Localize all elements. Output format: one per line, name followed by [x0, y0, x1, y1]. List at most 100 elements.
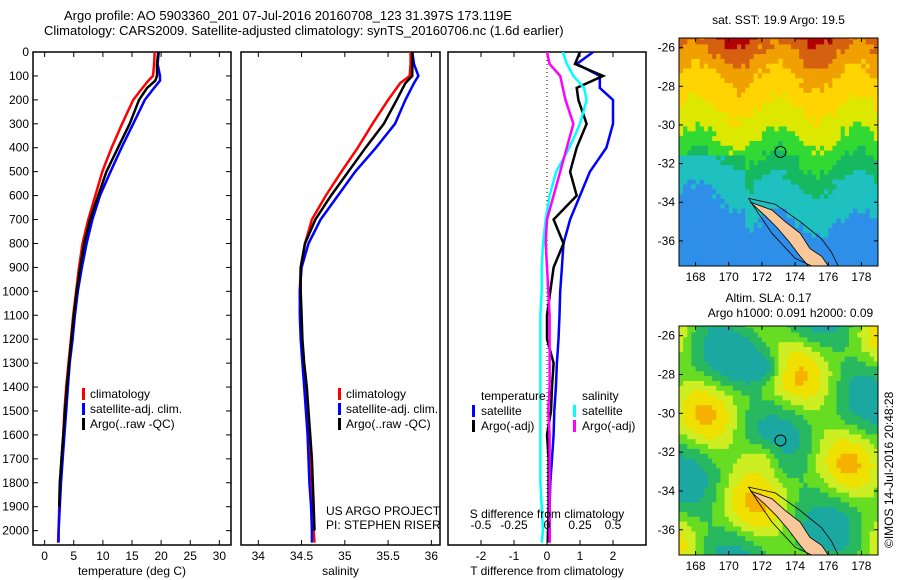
heatmap-cell	[815, 336, 821, 343]
heatmap-cell	[869, 193, 875, 199]
heatmap-cell	[778, 375, 784, 381]
heatmap-cell	[703, 327, 709, 333]
heatmap-cell	[766, 467, 771, 474]
heatmap-cell	[828, 212, 833, 219]
land-new-zealand	[750, 490, 829, 555]
heatmap-cell	[741, 246, 746, 253]
heatmap-cell	[865, 237, 871, 243]
heatmap-cell	[849, 125, 854, 132]
heatmap-cell	[703, 458, 709, 464]
heatmap-cell	[865, 227, 871, 233]
y-tick-label: 900	[9, 260, 29, 274]
heatmap-cell	[749, 409, 755, 415]
heatmap-cell	[761, 394, 767, 401]
heatmap-cell	[766, 540, 771, 546]
heatmap-cell	[849, 453, 854, 459]
heatmap-cell	[770, 467, 775, 474]
heatmap-cell	[873, 159, 878, 166]
heatmap-cell	[732, 443, 738, 449]
heatmap-cell	[778, 360, 784, 367]
heatmap-cell	[712, 256, 717, 262]
heatmap-cell	[832, 48, 838, 54]
heatmap-cell	[865, 419, 871, 425]
heatmap-cell	[728, 380, 734, 386]
heatmap-cell	[691, 458, 697, 464]
heatmap-cell	[691, 506, 697, 512]
heatmap-cell	[724, 72, 730, 79]
heatmap-cell	[803, 399, 809, 406]
heatmap-cell	[795, 443, 800, 449]
heatmap-cell	[790, 550, 796, 555]
heatmap-cell	[865, 87, 871, 93]
heatmap-cell	[749, 203, 755, 209]
heatmap-cell	[828, 428, 833, 435]
heatmap-cell	[778, 140, 784, 146]
heatmap-cell	[720, 380, 726, 386]
heatmap-cell	[861, 63, 867, 69]
heatmap-cell	[712, 159, 717, 166]
heatmap-cell	[720, 174, 726, 180]
heatmap-cell	[749, 116, 755, 122]
heatmap-cell	[691, 82, 697, 88]
heatmap-cell	[687, 198, 692, 204]
heatmap-cell	[786, 535, 792, 542]
heatmap-cell	[766, 458, 771, 464]
heatmap-cell	[745, 232, 750, 238]
heatmap-cell	[703, 92, 709, 98]
heatmap-cell	[753, 77, 759, 83]
heatmap-cell	[774, 443, 780, 449]
heatmap-cell	[836, 39, 842, 45]
heatmap-cell	[828, 125, 833, 132]
heatmap-cell	[716, 159, 721, 166]
heatmap-cell	[832, 159, 838, 166]
heatmap-cell	[766, 77, 771, 83]
heatmap-cell	[687, 530, 692, 537]
heatmap-cell	[861, 501, 867, 508]
heatmap-cell	[799, 394, 804, 401]
heatmap-cell	[811, 525, 817, 532]
heatmap-cell	[857, 506, 862, 512]
heatmap-cell	[757, 390, 763, 396]
heatmap-cell	[757, 92, 763, 98]
heatmap-cell	[844, 409, 850, 415]
heatmap-cell	[815, 208, 821, 214]
heatmap-cell	[774, 111, 780, 117]
heatmap-cell	[679, 511, 684, 517]
heatmap-cell	[795, 63, 800, 69]
heatmap-cell	[778, 496, 784, 503]
heatmap-cell	[766, 159, 771, 166]
heatmap-cell	[807, 179, 813, 185]
heatmap-cell	[778, 121, 784, 127]
heatmap-cell	[741, 540, 746, 546]
heatmap-cell	[820, 246, 825, 253]
heatmap-cell	[699, 169, 705, 175]
heatmap-cell	[840, 116, 846, 122]
heatmap-cell	[774, 356, 780, 362]
heatmap-cell	[786, 351, 792, 357]
heatmap-cell	[757, 535, 763, 542]
heatmap-cell	[724, 92, 730, 98]
heatmap-cell	[724, 67, 730, 74]
heatmap-cell	[849, 521, 854, 527]
heatmap-cell	[815, 82, 821, 88]
heatmap-cell	[782, 125, 788, 132]
heatmap-cell	[869, 448, 875, 454]
heatmap-cell	[832, 419, 838, 425]
heatmap-cell	[811, 111, 817, 117]
heatmap-cell	[683, 212, 688, 219]
heatmap-cell	[836, 506, 842, 512]
heatmap-cell	[757, 428, 763, 435]
heatmap-cell	[782, 150, 788, 156]
heatmap-cell	[828, 164, 833, 170]
heatmap-cell	[774, 380, 780, 386]
heatmap-cell	[857, 174, 862, 180]
heatmap-cell	[757, 135, 763, 141]
heatmap-cell	[861, 159, 867, 166]
heatmap-cell	[728, 530, 734, 537]
heatmap-cell	[774, 346, 780, 352]
heatmap-cell	[774, 341, 780, 347]
heatmap-cell	[790, 448, 796, 454]
heatmap-cell	[815, 511, 821, 517]
heatmap-cell	[712, 351, 717, 357]
heatmap-cell	[853, 375, 858, 381]
